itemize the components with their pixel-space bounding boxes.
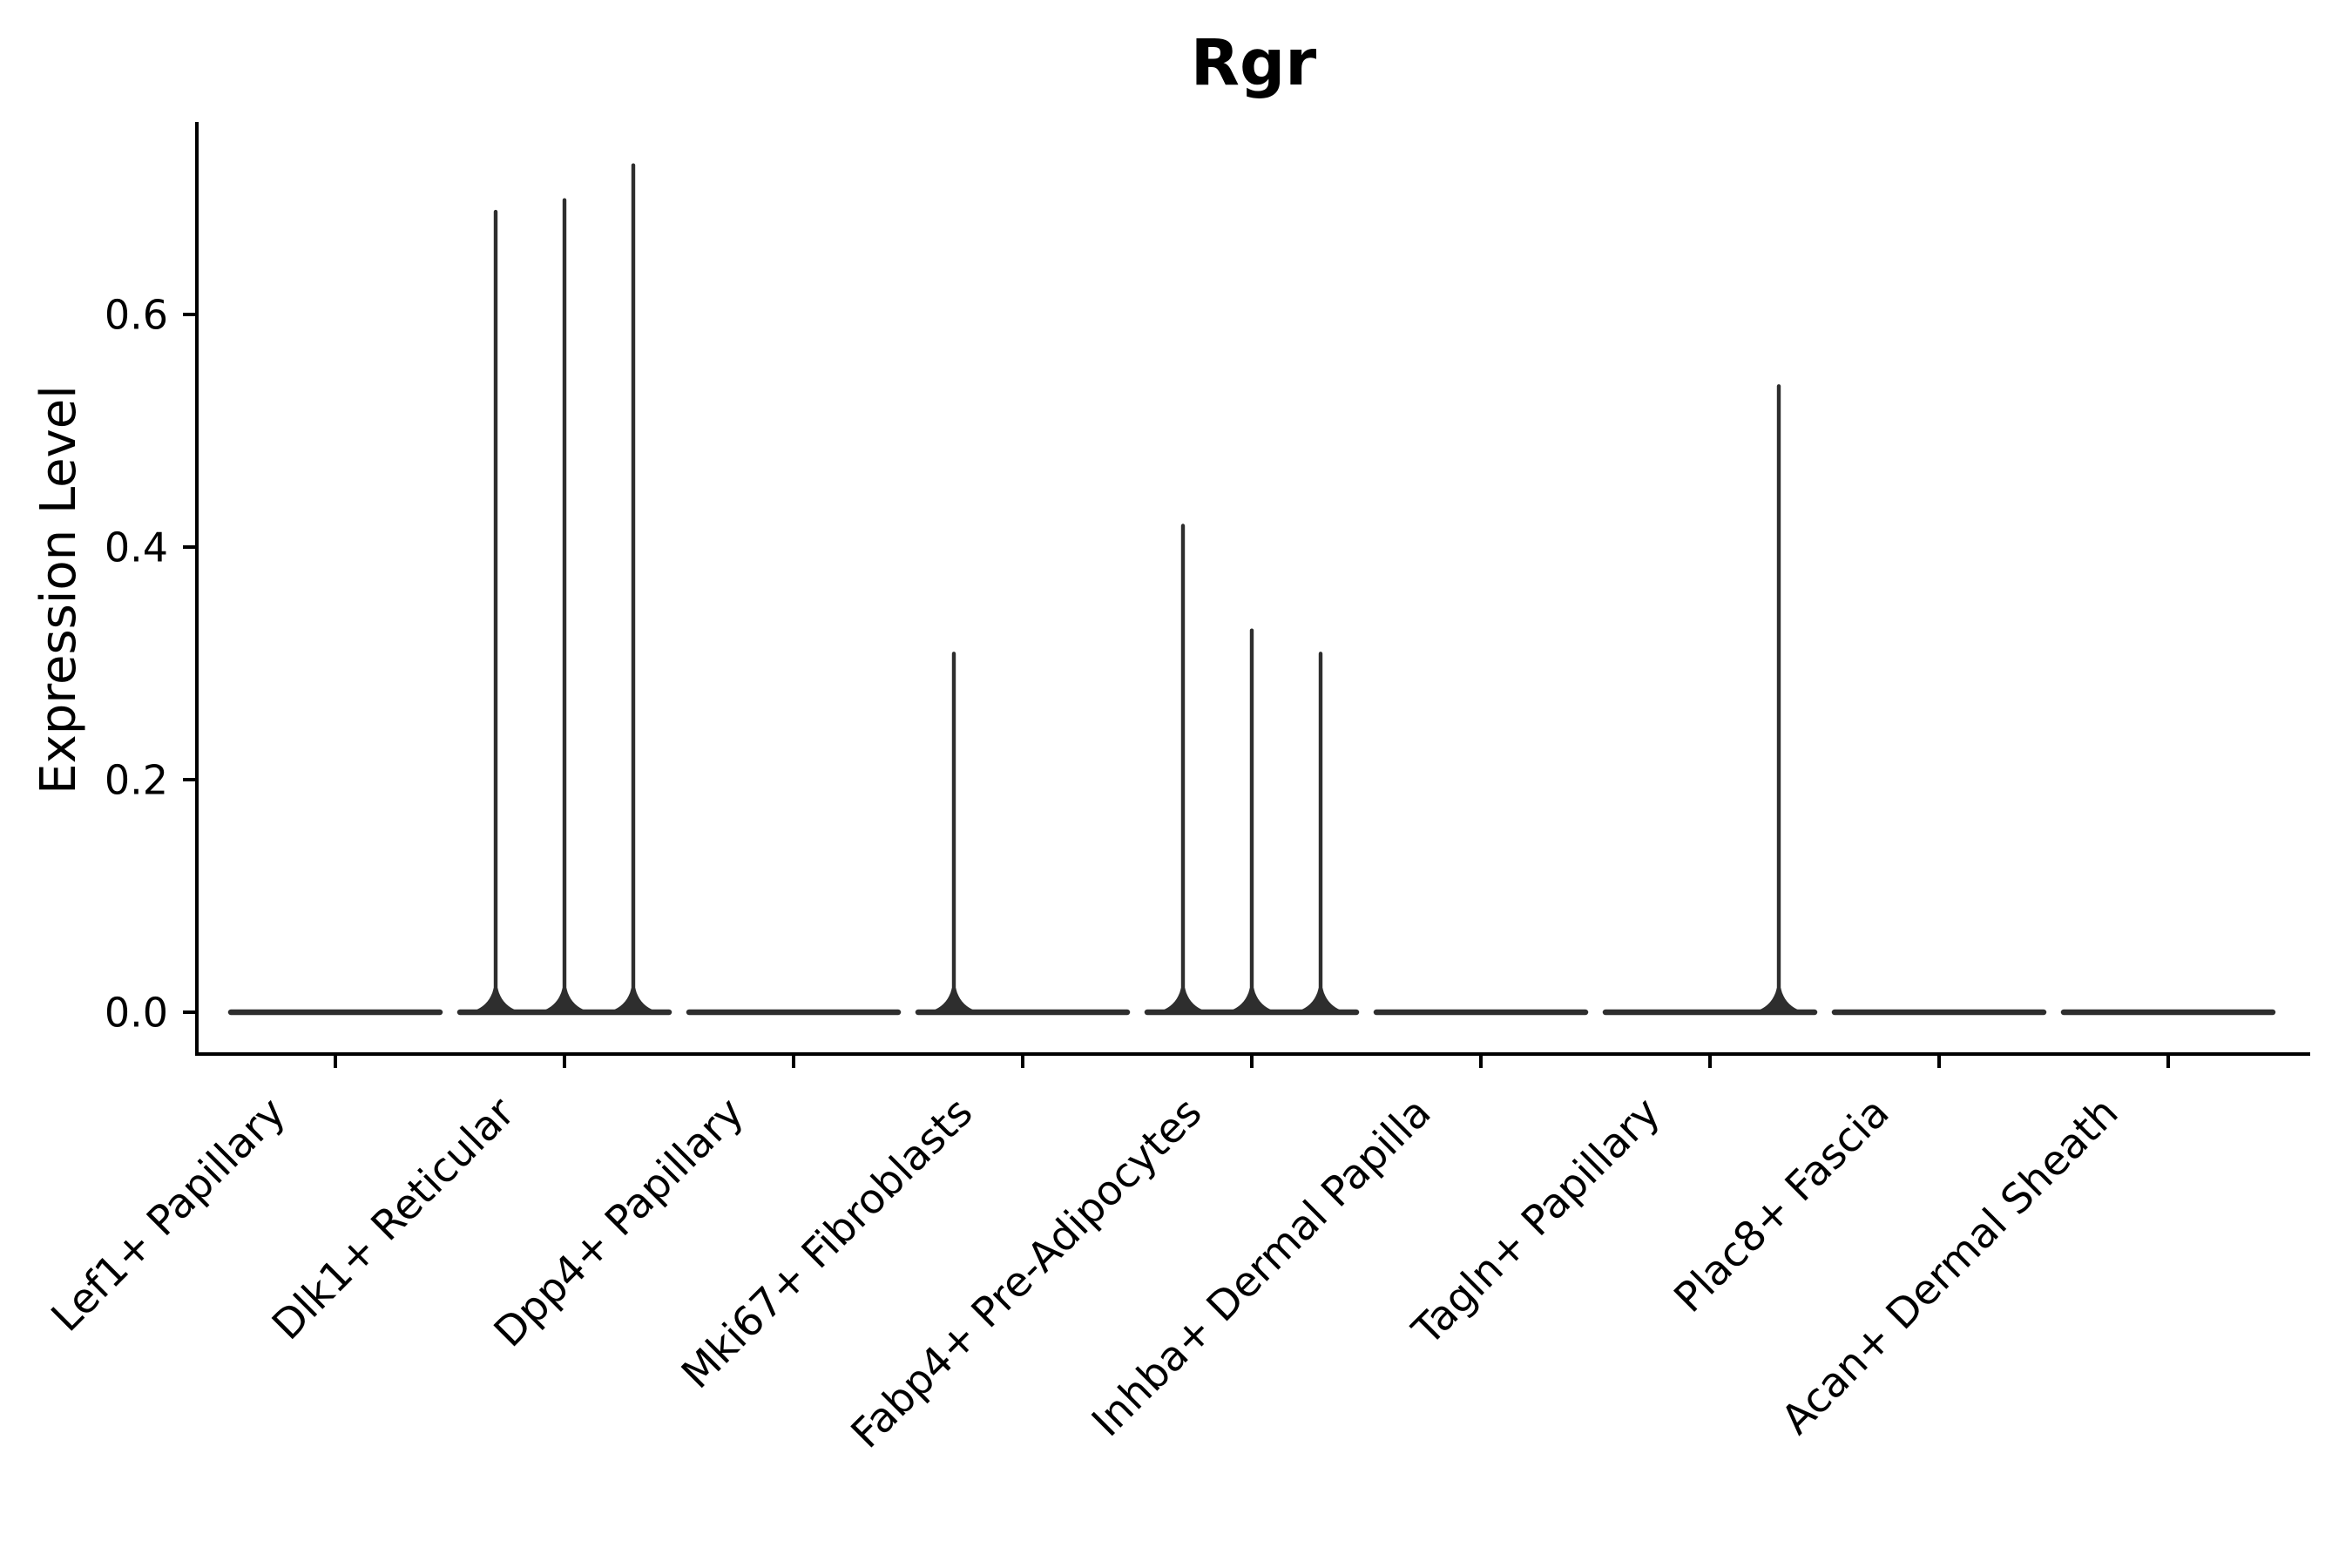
violin-spike-flare: [928, 988, 980, 1012]
violin-spike-flare: [607, 988, 659, 1012]
violin-spike-flare: [1294, 988, 1347, 1012]
y-tick-label: 0.2: [105, 757, 168, 804]
x-tick-label: Tagln+ Papillary: [1403, 1089, 1670, 1355]
x-tick-label: Plac8+ Fascia: [1666, 1089, 1899, 1322]
y-tick-label: 0.0: [105, 990, 168, 1037]
x-tick-label: Lef1+ Papillary: [43, 1089, 295, 1342]
violin-spike-flare: [470, 988, 522, 1012]
chart-title: Rgr: [1190, 26, 1317, 100]
violin-spike-flare: [1157, 988, 1209, 1012]
violin-spike-flare: [538, 988, 591, 1012]
violin-spike-flare: [1226, 988, 1278, 1012]
y-tick-label: 0.6: [105, 292, 168, 339]
y-tick-label: 0.4: [105, 524, 168, 571]
x-tick-label: Dlk1+ Reticular: [263, 1088, 524, 1349]
violin-spike-flare: [1753, 988, 1805, 1012]
x-tick-label: Dpp4+ Papillary: [485, 1089, 754, 1357]
